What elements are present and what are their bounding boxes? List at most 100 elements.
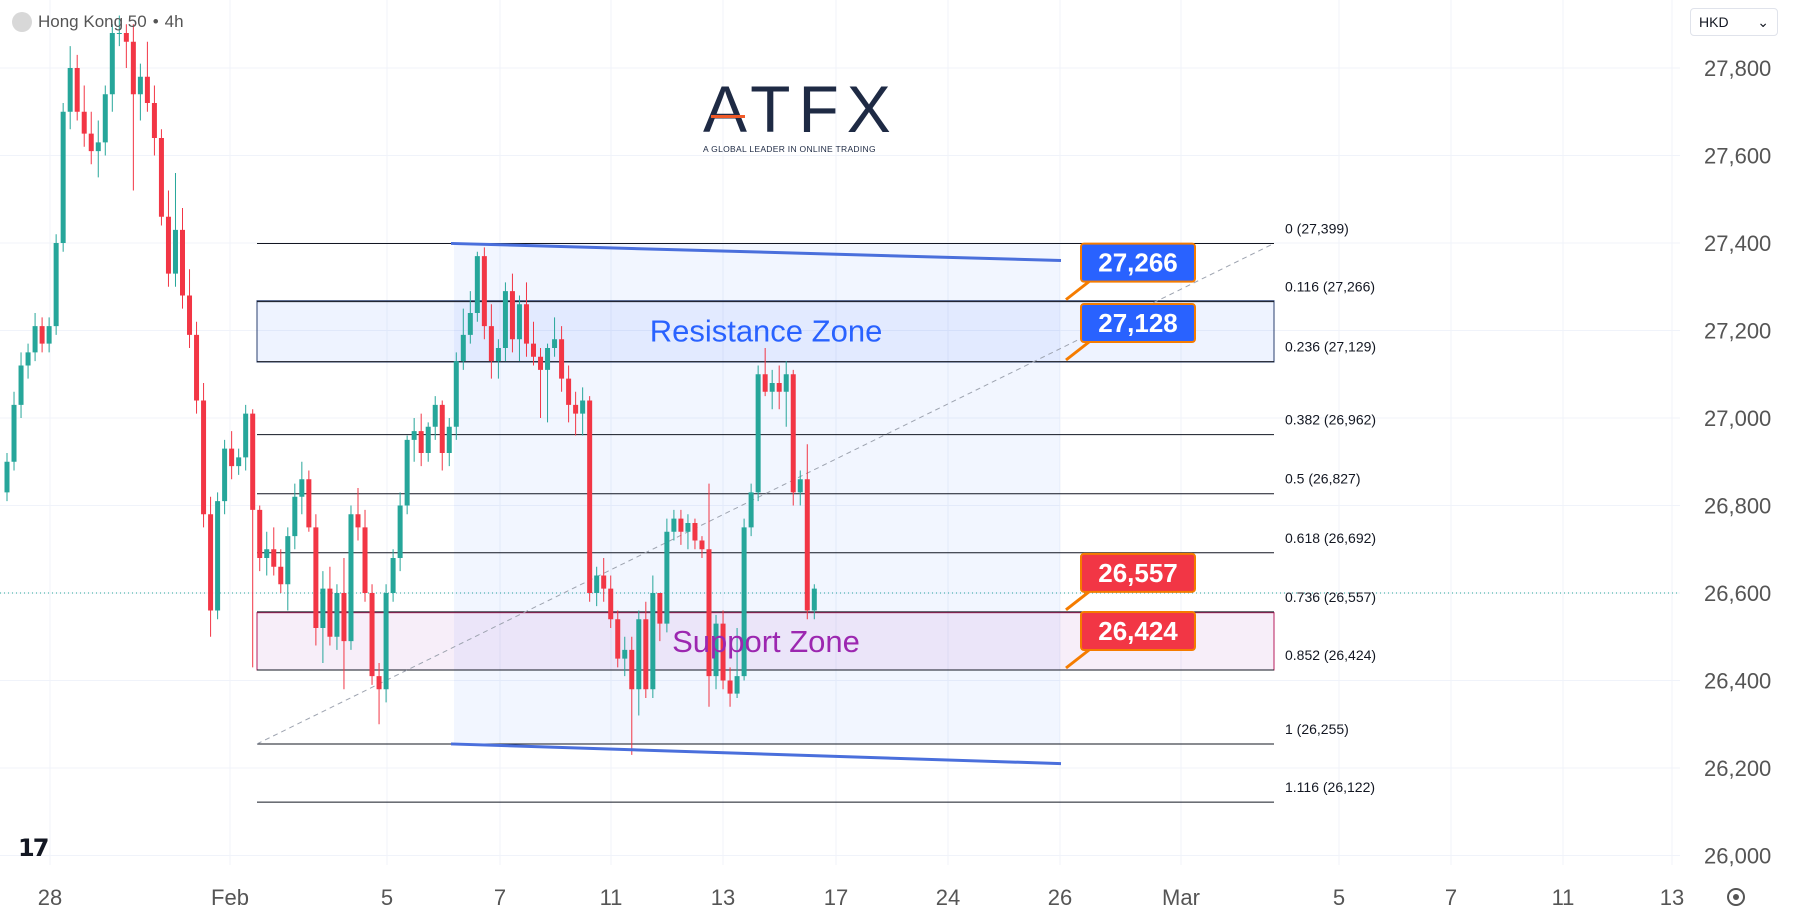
candle-body [790,374,796,493]
candle [657,593,663,642]
candle [362,509,368,602]
candle-body [229,448,235,467]
candle [671,509,677,541]
y-tick-label: 26,000 [1704,844,1771,869]
time-axis[interactable]: 28 Feb 5 7 11 13 17 24 26 Mar 5 7 11 13 [38,885,1684,910]
candle-body [67,68,73,112]
candle-body [636,619,642,690]
tradingview-logo-icon[interactable]: 17 [18,834,49,862]
candle-body [4,461,10,493]
candle-body [74,68,80,112]
fib-label: 0.116 (27,266) [1285,279,1375,295]
candle-body [418,431,424,453]
fib-label: 1 (26,255) [1285,721,1349,737]
fib-label: 0.382 (26,962) [1285,412,1376,428]
price-callout-box[interactable] [1080,242,1196,283]
candle [411,418,417,462]
candle [587,396,593,602]
candle [797,470,803,506]
candle-body [685,523,691,532]
candle [292,483,298,550]
candle [755,365,761,502]
candle [11,391,17,471]
symbol-header[interactable]: Hong Kong 50 • 4h [12,11,184,33]
candle-body [657,593,663,624]
candle-body [95,142,101,152]
price-callout-box[interactable] [1080,552,1196,593]
y-tick-label: 26,800 [1704,494,1771,519]
candle-body [748,492,754,528]
price-callout-box[interactable] [1080,303,1196,343]
x-tick-label: 5 [1333,885,1345,910]
candle [257,505,263,572]
candle [404,435,410,515]
grid-lines [0,0,1680,865]
x-tick-label: Mar [1162,885,1200,910]
candle-body [594,575,600,593]
fib-label: 0 (27,399) [1285,220,1349,236]
x-tick-label: 13 [711,885,735,910]
candle [636,610,642,716]
annotations-layer[interactable]: Resistance Zone Support Zone 27,266 27,128 2… [450,241,1196,766]
candle-body [397,505,403,558]
candle [306,470,312,532]
candle-body [783,374,789,392]
candle-body [720,623,726,681]
candle-body [601,575,607,589]
candle [741,518,747,681]
candle [334,584,340,650]
candle [699,536,705,558]
candle-body [615,619,621,659]
candle [46,317,52,353]
candle-body [201,400,207,515]
fib-label: 1.116 (26,122) [1285,779,1375,795]
candle-body [460,334,466,362]
candle-body [587,400,593,593]
currency-select[interactable]: HKD ⌄ [1690,8,1778,36]
candle [95,120,101,178]
candle-body [194,334,200,401]
candle [762,348,768,397]
chevron-down-icon: ⌄ [1757,13,1769,30]
candle [187,269,193,348]
price-callout-box[interactable] [1080,611,1196,651]
price-axis[interactable]: 27,800 27,600 27,400 27,200 27,000 26,800 26,6… [1704,56,1771,869]
candle-body [552,339,558,348]
price-callout-text: 26,557 [1098,558,1178,588]
candle [538,348,544,418]
candle [650,575,656,698]
candle [250,409,256,668]
candle [720,610,726,690]
candle-body [278,566,284,585]
candle-body [172,229,178,274]
candle [208,496,214,637]
candle [222,439,228,515]
atfx-logo-accent [711,115,745,118]
candle [580,387,586,436]
candle-body [355,514,361,528]
candle-body [187,295,193,335]
candle-body [362,527,368,593]
symbol-name: Hong Kong 50 [38,12,147,31]
candle [474,251,480,322]
candle-body [116,33,122,34]
candle-body [425,426,431,453]
candle [88,111,94,165]
candle-body [531,343,536,357]
candle [432,396,438,440]
candle [102,85,108,156]
candle [545,343,551,423]
candle [194,321,200,414]
candle [278,549,284,593]
candle-body [741,527,747,677]
candle [320,571,326,663]
candle [523,282,529,357]
fib-label: 0.852 (26,424) [1285,647,1376,663]
channel-top-line [450,241,1062,262]
candle-body [102,94,108,143]
x-tick-label: 11 [600,885,623,910]
gear-icon[interactable] [1727,888,1745,906]
timeframe[interactable]: 4h [164,12,184,31]
candle-body [671,518,677,532]
